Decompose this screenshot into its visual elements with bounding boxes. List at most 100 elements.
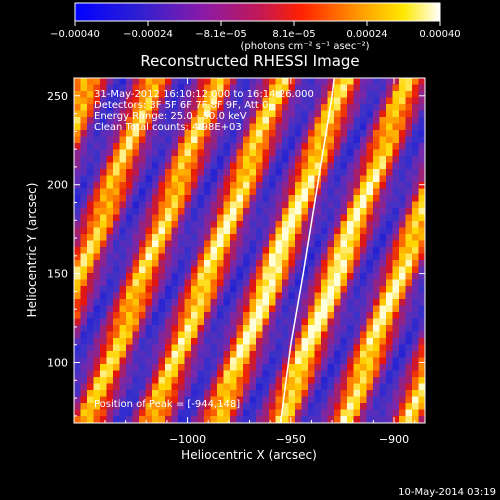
heatmap-cell: [139, 390, 146, 397]
heatmap-cell: [386, 169, 393, 176]
heatmap-cell: [347, 234, 354, 241]
heatmap-cell: [230, 377, 237, 384]
heatmap-cell: [191, 110, 198, 118]
heatmap-cell: [106, 409, 114, 417]
heatmap-cell: [399, 221, 406, 228]
heatmap-cell: [340, 325, 348, 332]
heatmap-cell: [327, 234, 335, 241]
heatmap-cell: [399, 162, 406, 170]
heatmap-cell: [353, 273, 361, 280]
heatmap-cell: [399, 351, 406, 358]
heatmap-cell: [93, 396, 101, 404]
heatmap-cell: [184, 377, 192, 384]
heatmap-cell: [158, 84, 166, 92]
heatmap-cell: [80, 240, 88, 248]
heatmap-cell: [132, 318, 140, 326]
heatmap-cell: [204, 97, 211, 105]
heatmap-cell: [210, 305, 218, 313]
heatmap-cell: [113, 227, 120, 235]
heatmap-cell: [379, 110, 387, 118]
heatmap-cell: [386, 247, 393, 254]
heatmap-cell: [119, 266, 127, 274]
heatmap-cell: [126, 370, 133, 378]
heatmap-cell: [340, 182, 348, 189]
heatmap-cell: [139, 97, 146, 105]
heatmap-cell: [145, 84, 153, 92]
heatmap-cell: [217, 266, 224, 274]
heatmap-cell: [87, 201, 94, 209]
heatmap-cell: [295, 253, 302, 261]
heatmap-cell: [353, 240, 361, 248]
heatmap-cell: [288, 91, 296, 98]
heatmap-cell: [249, 266, 257, 274]
heatmap-cell: [210, 377, 218, 384]
heatmap-cell: [405, 260, 413, 267]
heatmap-cell: [171, 234, 179, 241]
heatmap-cell: [262, 117, 270, 124]
heatmap-cell: [74, 169, 81, 176]
heatmap-cell: [275, 364, 283, 371]
heatmap-cell: [197, 305, 205, 313]
heatmap-cell: [288, 123, 296, 131]
heatmap-cell: [314, 312, 322, 319]
heatmap-cell: [288, 169, 296, 176]
heatmap-cell: [80, 409, 88, 417]
heatmap-cell: [314, 331, 322, 339]
heatmap-cell: [275, 123, 283, 131]
heatmap-cell: [308, 273, 315, 280]
heatmap-cell: [113, 78, 120, 85]
heatmap-cell: [243, 292, 250, 300]
heatmap-cell: [93, 357, 101, 365]
heatmap-cell: [321, 390, 328, 397]
heatmap-cell: [392, 260, 400, 267]
heatmap-cell: [262, 279, 270, 287]
heatmap-cell: [347, 253, 354, 261]
heatmap-cell: [392, 266, 400, 274]
heatmap-cell: [353, 188, 361, 196]
heatmap-cell: [269, 182, 276, 189]
heatmap-cell: [366, 279, 374, 287]
heatmap-cell: [340, 416, 348, 423]
heatmap-cell: [236, 97, 244, 105]
heatmap-cell: [262, 416, 270, 423]
heatmap-cell: [392, 143, 400, 150]
heatmap-cell: [230, 201, 237, 209]
heatmap-cell: [204, 416, 211, 423]
heatmap-cell: [262, 91, 270, 98]
heatmap-cell: [249, 416, 257, 423]
heatmap-cell: [165, 182, 172, 189]
heatmap-cell: [197, 149, 205, 157]
heatmap-cell: [379, 286, 387, 293]
heatmap-cell: [223, 318, 231, 326]
heatmap-cell: [366, 84, 374, 92]
heatmap-cell: [230, 266, 237, 274]
heatmap-cell: [314, 78, 322, 85]
heatmap-cell: [275, 286, 283, 293]
heatmap-cell: [288, 318, 296, 326]
heatmap-cell: [204, 364, 211, 371]
heatmap-cell: [165, 123, 172, 131]
heatmap-cell: [230, 260, 237, 267]
heatmap-cell: [119, 325, 127, 332]
heatmap-cell: [126, 143, 133, 150]
heatmap-cell: [301, 240, 309, 248]
heatmap-cell: [152, 318, 159, 326]
heatmap-cell: [217, 182, 224, 189]
heatmap-cell: [405, 377, 413, 384]
heatmap-cell: [230, 351, 237, 358]
heatmap-cell: [184, 240, 192, 248]
heatmap-cell: [334, 396, 341, 404]
heatmap-cell: [165, 130, 172, 137]
heatmap-cell: [223, 169, 231, 176]
heatmap-cell: [106, 182, 114, 189]
heatmap-cell: [178, 169, 185, 176]
heatmap-cell: [412, 331, 419, 339]
heatmap-cell: [392, 214, 400, 222]
heatmap-cell: [152, 234, 159, 241]
heatmap-cell: [314, 130, 322, 137]
heatmap-cell: [217, 214, 224, 222]
heatmap-cell: [197, 390, 205, 397]
heatmap-cell: [334, 234, 341, 241]
heatmap-cell: [405, 357, 413, 365]
heatmap-cell: [405, 175, 413, 183]
